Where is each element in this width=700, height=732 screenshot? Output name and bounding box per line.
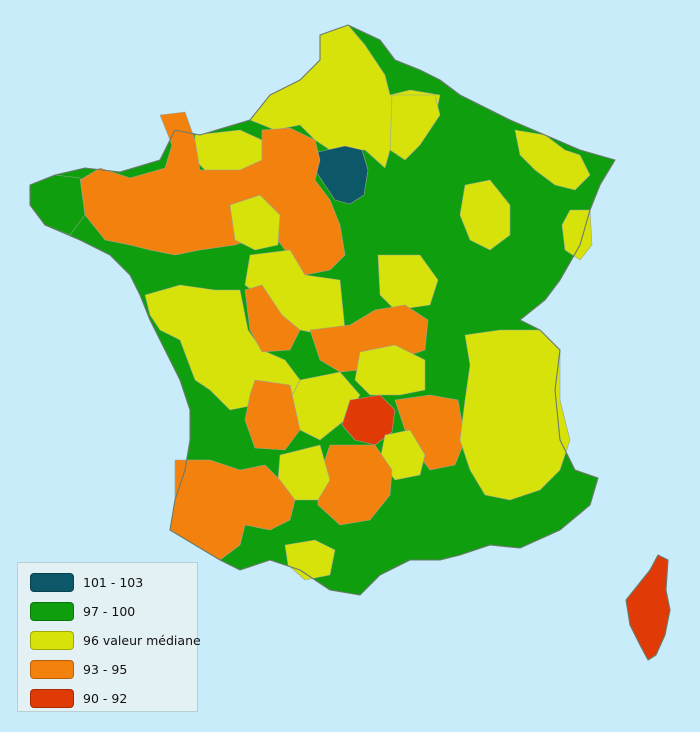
region-ardennes-yellow <box>389 94 441 161</box>
legend-label: 93 - 95 <box>83 661 128 677</box>
legend-row: 96 valeur médiane <box>30 630 201 650</box>
region-cantal-red <box>341 394 396 446</box>
region-paris-teal <box>314 145 369 205</box>
legend-label: 97 - 100 <box>83 603 136 619</box>
region-centre-west-yellow <box>229 194 281 251</box>
legend-row: 93 - 95 <box>30 659 197 679</box>
region-tarn-yellow <box>284 539 336 581</box>
legend-swatch-green <box>30 601 74 621</box>
region-lorraine-yellow <box>514 129 591 191</box>
region-corsica-red <box>625 554 671 661</box>
region-indre-orange <box>244 284 301 353</box>
map-legend: 101 - 103 97 - 100 96 valeur médiane 93 … <box>17 562 201 712</box>
region-alps-yellow <box>459 329 571 501</box>
mainland-outline <box>29 24 616 596</box>
region-limousin-orange <box>244 379 301 451</box>
legend-label: 90 - 92 <box>83 690 128 706</box>
corsica-outline <box>625 554 671 661</box>
legend-swatch-teal <box>30 572 74 592</box>
legend-swatch-red <box>30 688 74 708</box>
legend-row: 97 - 100 <box>30 601 197 621</box>
department-regions <box>29 24 671 661</box>
region-finistere-green <box>29 174 86 236</box>
region-nievre-yellow <box>354 344 426 396</box>
legend-swatch-yellow <box>30 630 74 650</box>
legend-swatch-orange <box>30 659 74 679</box>
region-aube-yellow <box>459 179 511 251</box>
region-loiret-yellow <box>377 254 439 311</box>
legend-label: 101 - 103 <box>83 574 144 590</box>
legend-label: 96 valeur médiane <box>83 632 201 648</box>
legend-row: 90 - 92 <box>30 688 197 708</box>
legend-row: 101 - 103 <box>30 572 197 592</box>
